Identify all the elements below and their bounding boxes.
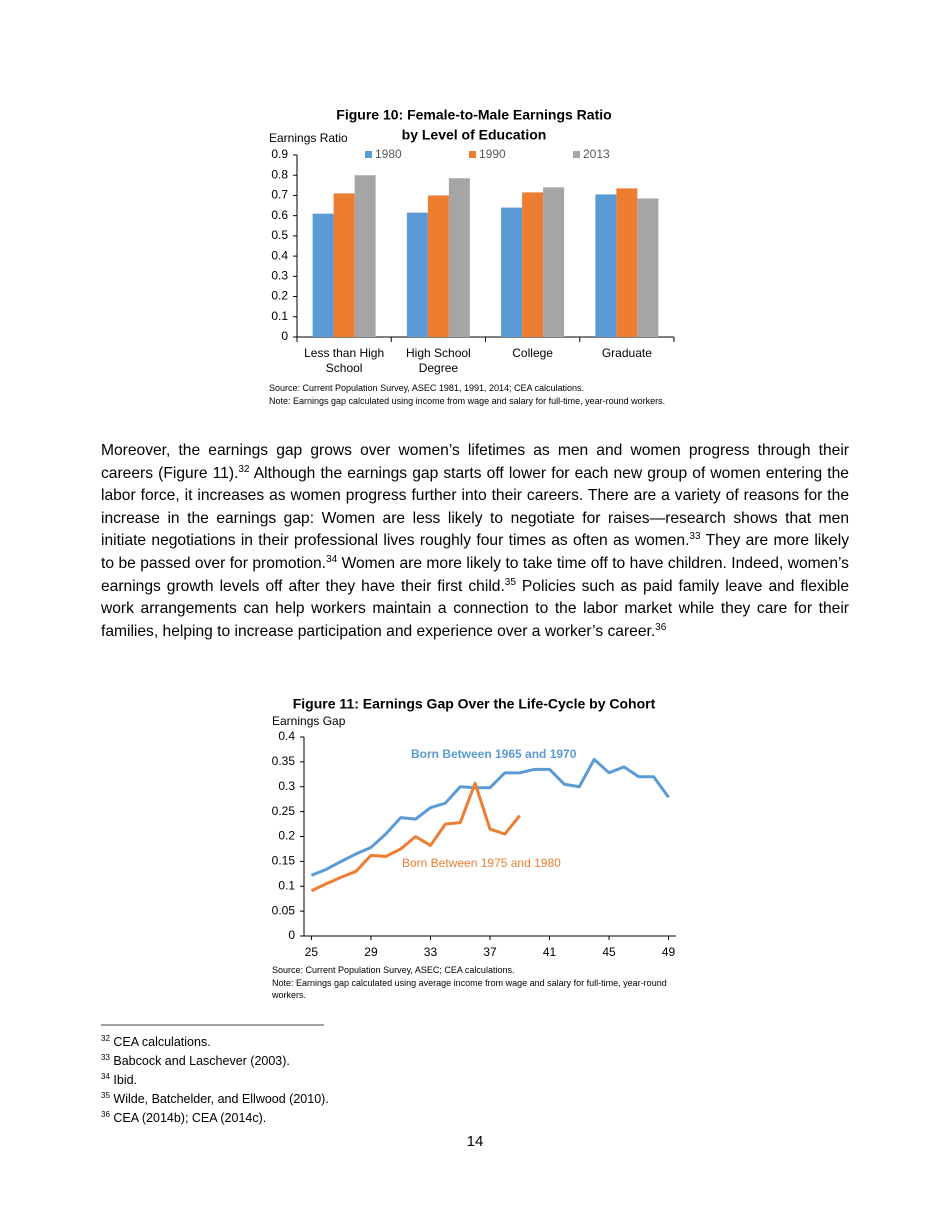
page-number: 14 (466, 1133, 484, 1150)
series-label: Born Between 1975 and 1980 (402, 856, 561, 870)
y-tick-label: 0 (288, 928, 295, 942)
bar (637, 198, 659, 337)
y-tick-label: 0.6 (271, 208, 288, 222)
y-tick-label: 0.2 (278, 829, 295, 843)
footnote-text: Babcock and Laschever (2003). (113, 1054, 290, 1069)
chart-title: by Level of Education (402, 127, 547, 143)
footnote-text: CEA calculations. (113, 1035, 211, 1050)
x-tick-label: 33 (424, 945, 438, 959)
y-tick-label: 0.25 (272, 804, 296, 818)
y-tick-label: 0.35 (272, 754, 296, 768)
y-tick-label: 0.05 (272, 903, 296, 917)
x-tick-label: 49 (662, 945, 676, 959)
x-tick-label: College (512, 346, 553, 360)
chart-title: Figure 11: Earnings Gap Over the Life-Cy… (293, 696, 656, 712)
x-tick-label: 45 (602, 945, 616, 959)
footnote-mark: 34 (101, 1072, 110, 1081)
x-tick-label-box: Less than High School (304, 346, 385, 375)
x-tick-label-box: Graduate (601, 346, 652, 360)
y-tick-label: 0.3 (278, 779, 295, 793)
text-run: Policies such as paid family leave and f… (101, 577, 850, 640)
footnote-text: CEA (2014b); CEA (2014c). (113, 1111, 267, 1126)
y-tick-label: 0.7 (271, 188, 288, 202)
x-tick-label: Graduate (601, 346, 652, 360)
text-run: They are more likely to be passed over f… (101, 532, 849, 572)
y-tick-label: 0.4 (271, 248, 288, 262)
y-tick-label: 0 (281, 329, 288, 343)
figure-10-source: Source: Current Population Survey, ASEC … (269, 383, 585, 393)
y-tick-label: 0.5 (271, 228, 288, 242)
bar (522, 192, 544, 337)
y-tick-label: 0.2 (271, 289, 288, 303)
line (310, 781, 521, 893)
series-label: Born Between 1965 and 1970 (411, 747, 577, 761)
y-tick-label: 0.3 (271, 269, 288, 283)
bar (448, 178, 470, 337)
footnote: 33 Babcock and Laschever (2003). (101, 1053, 290, 1068)
footnote: 32 CEA calculations. (101, 1034, 211, 1049)
figure-10-note: Note: Earnings gap calculated using inco… (269, 396, 666, 406)
text-run: Although the earnings gap starts off low… (101, 464, 849, 550)
footnote-mark: 36 (101, 1110, 110, 1119)
footnote-ref: 36 (655, 621, 667, 633)
y-tick-label: 0.8 (271, 167, 288, 181)
footnote: 34 Ibid. (101, 1072, 137, 1087)
bar (595, 194, 617, 337)
footnote-mark: 35 (101, 1091, 110, 1100)
chart-title: Figure 10: Female-to-Male Earnings Ratio (336, 107, 611, 123)
legend-swatch (365, 151, 372, 158)
y-tick-label: 0.4 (278, 729, 295, 743)
footnote: 36 CEA (2014b); CEA (2014c). (101, 1110, 266, 1125)
y-axis-label: Earnings Gap (272, 714, 346, 728)
text-run: Moreover, the earnings gap grows over wo… (101, 442, 849, 482)
footnote-ref: 34 (326, 553, 338, 565)
legend-swatch (469, 151, 476, 158)
body-paragraph: Moreover, the earnings gap grows over wo… (101, 440, 849, 643)
x-tick-label: 41 (543, 945, 557, 959)
footnote-ref: 35 (504, 576, 516, 588)
footnote-text: Wilde, Batchelder, and Ellwood (2010). (113, 1092, 329, 1107)
bar (501, 207, 523, 337)
legend-label: 2013 (583, 147, 610, 161)
legend-label: 1990 (479, 147, 506, 161)
footnote-text: Ibid. (113, 1073, 138, 1088)
x-tick-label: 37 (483, 945, 497, 959)
x-tick-label-box: College (512, 346, 553, 360)
footnote: 35 Wilde, Batchelder, and Ellwood (2010)… (101, 1091, 329, 1106)
footnote-ref: 33 (689, 531, 701, 543)
y-tick-label: 0.1 (271, 309, 288, 323)
text-run: Women are more likely to take time off t… (101, 554, 849, 595)
bar (354, 175, 376, 337)
footnote-ref: 32 (238, 463, 250, 475)
y-tick-label: 0.1 (278, 878, 295, 892)
bar (333, 193, 355, 337)
x-tick-label: High School Degree (406, 346, 471, 375)
legend-label: 1980 (375, 147, 402, 161)
y-tick-label: 0.9 (271, 147, 288, 161)
x-tick-label-box: High School Degree (406, 346, 471, 375)
legend-swatch (573, 151, 580, 158)
bar (616, 188, 638, 337)
y-axis-label: Earnings Ratio (269, 131, 348, 145)
x-tick-label: 29 (364, 945, 378, 959)
y-tick-label: 0.15 (272, 854, 296, 868)
bar (312, 213, 334, 337)
figure-11-note: Note: Earnings gap calculated using aver… (272, 978, 667, 1000)
line (310, 757, 670, 877)
footnote-mark: 33 (101, 1053, 110, 1062)
x-tick-label: 25 (305, 945, 319, 959)
bar (543, 187, 565, 337)
footnote-mark: 32 (101, 1034, 110, 1043)
figure-11-source: Source: Current Population Survey, ASEC;… (272, 965, 515, 975)
bar (406, 212, 428, 337)
x-tick-label: Less than High School (304, 346, 385, 375)
bar (427, 195, 449, 337)
